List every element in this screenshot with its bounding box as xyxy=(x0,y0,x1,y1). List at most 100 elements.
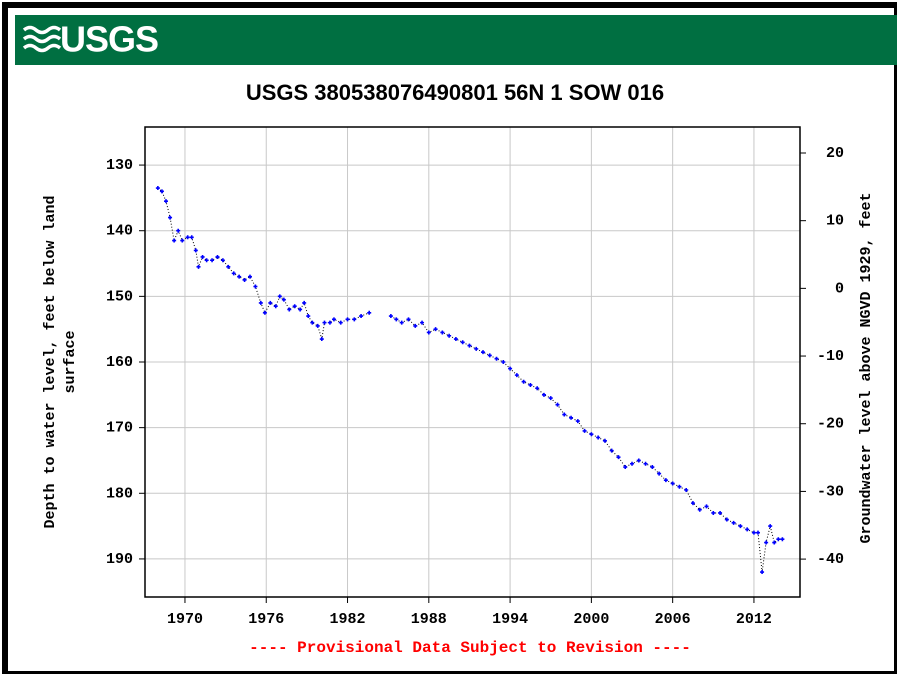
data-point xyxy=(751,530,756,535)
footer-note: ---- Provisional Data Subject to Revisio… xyxy=(249,639,691,657)
x-tick-label: 1970 xyxy=(167,611,203,628)
data-point xyxy=(670,481,675,486)
data-point xyxy=(367,310,372,315)
data-point xyxy=(555,402,560,407)
data-point xyxy=(247,274,252,279)
x-tick-label: 2006 xyxy=(655,611,691,628)
data-point xyxy=(345,317,350,322)
logo-waves xyxy=(22,25,62,53)
data-point xyxy=(277,294,282,299)
data-point xyxy=(310,320,315,325)
data-point xyxy=(406,317,411,322)
data-point xyxy=(453,337,458,342)
data-point xyxy=(226,264,231,269)
data-point xyxy=(231,271,236,276)
data-point xyxy=(609,448,614,453)
header-bar xyxy=(15,15,897,65)
data-point xyxy=(677,484,682,489)
y2-tick-label: -40 xyxy=(817,551,844,568)
data-point xyxy=(413,323,418,328)
data-point xyxy=(582,428,587,433)
data-point xyxy=(281,297,286,302)
data-point xyxy=(388,314,393,319)
data-point xyxy=(163,199,168,204)
data-point xyxy=(731,520,736,525)
chart-title: USGS 380538076490801 56N 1 SOW 016 xyxy=(246,80,664,105)
data-point xyxy=(602,438,607,443)
data-point xyxy=(394,317,399,322)
data-point xyxy=(663,478,668,483)
data-point xyxy=(196,264,201,269)
data-point xyxy=(768,524,773,529)
data-point xyxy=(420,320,425,325)
y-tick-label: 180 xyxy=(106,485,133,502)
data-point xyxy=(331,317,336,322)
data-point xyxy=(494,356,499,361)
data-point xyxy=(480,350,485,355)
data-point xyxy=(273,304,278,309)
data-point xyxy=(616,455,621,460)
data-point xyxy=(738,524,743,529)
y2-tick-label: 0 xyxy=(835,280,844,297)
data-point xyxy=(684,488,689,493)
data-point xyxy=(760,570,765,575)
data-point xyxy=(474,346,479,351)
y-axis-label: Depth to water level, feet below land xyxy=(42,195,59,528)
data-point xyxy=(180,238,185,243)
data-point xyxy=(657,471,662,476)
x-tick-label: 1988 xyxy=(411,611,447,628)
data-point xyxy=(528,382,533,387)
data-point xyxy=(237,274,242,279)
data-point xyxy=(776,537,781,542)
data-point xyxy=(155,186,160,191)
data-point xyxy=(215,254,220,259)
data-point xyxy=(508,366,513,371)
data-point xyxy=(548,396,553,401)
data-point xyxy=(711,510,716,515)
data-point xyxy=(433,327,438,332)
y2-tick-label: -30 xyxy=(817,483,844,500)
data-point xyxy=(569,415,574,420)
data-point xyxy=(535,386,540,391)
data-point xyxy=(697,507,702,512)
y2-axis-label: Groundwater level above NGVD 1929, feet xyxy=(858,192,875,543)
data-point xyxy=(352,317,357,322)
data-point xyxy=(630,461,635,466)
x-tick-label: 2012 xyxy=(736,611,772,628)
data-point xyxy=(704,504,709,509)
data-point xyxy=(589,432,594,437)
data-point xyxy=(359,314,364,319)
data-point xyxy=(724,517,729,522)
data-point xyxy=(306,314,311,319)
data-point xyxy=(447,333,452,338)
data-point xyxy=(623,465,628,470)
y-tick-label: 190 xyxy=(106,551,133,568)
data-point xyxy=(204,258,209,263)
data-point xyxy=(172,238,177,243)
data-point xyxy=(460,340,465,345)
data-point xyxy=(399,320,404,325)
data-point xyxy=(426,330,431,335)
data-point xyxy=(514,373,519,378)
y-axis-label: surface xyxy=(62,330,79,393)
x-tick-label: 2000 xyxy=(573,611,609,628)
data-point xyxy=(253,284,258,289)
data-point xyxy=(764,540,769,545)
logo-text: USGS xyxy=(60,19,158,60)
data-point xyxy=(242,277,247,282)
y-tick-label: 160 xyxy=(106,354,133,371)
data-point xyxy=(189,235,194,240)
data-point xyxy=(650,465,655,470)
data-point xyxy=(745,527,750,532)
x-tick-label: 1982 xyxy=(330,611,366,628)
data-point xyxy=(467,343,472,348)
y-tick-label: 140 xyxy=(106,223,133,240)
data-point xyxy=(268,300,273,305)
data-point xyxy=(562,412,567,417)
data-point xyxy=(338,320,343,325)
data-point xyxy=(298,307,303,312)
y2-tick-label: 10 xyxy=(826,213,844,230)
data-point xyxy=(210,258,215,263)
